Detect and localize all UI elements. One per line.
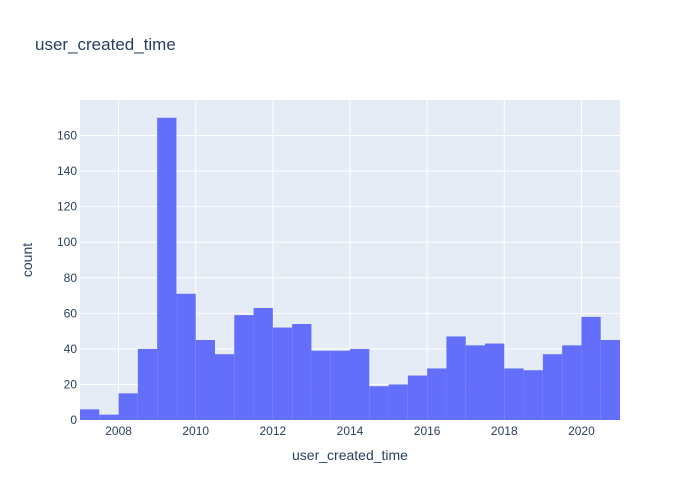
histogram-bar xyxy=(562,345,582,420)
histogram-bar xyxy=(195,340,215,420)
y-tick-label: 60 xyxy=(64,306,78,320)
y-tick-label: 100 xyxy=(57,235,77,249)
histogram-bar xyxy=(272,327,293,420)
x-tick-label: 2010 xyxy=(182,424,209,438)
y-tick-label: 140 xyxy=(57,164,77,178)
y-tick-label: 80 xyxy=(64,271,78,285)
histogram-bar xyxy=(427,368,447,420)
histogram-bar xyxy=(137,348,158,420)
histogram-bar xyxy=(369,386,389,420)
bars xyxy=(80,117,620,421)
histogram-bar xyxy=(215,354,235,420)
x-tick-label: 2014 xyxy=(337,424,364,438)
histogram-bar xyxy=(407,375,428,420)
y-tick-label: 160 xyxy=(57,129,77,143)
y-axis-ticks: 0 20 40 60 80 100 120 140 160 xyxy=(57,129,77,427)
chart-title: user_created_time xyxy=(35,35,176,54)
histogram-bar xyxy=(176,293,196,420)
histogram-bar xyxy=(234,315,254,420)
histogram-bar xyxy=(388,384,408,420)
x-tick-label: 2020 xyxy=(568,424,595,438)
y-tick-label: 40 xyxy=(64,342,78,356)
x-tick-label: 2008 xyxy=(105,424,132,438)
x-tick-label: 2018 xyxy=(491,424,518,438)
histogram-bar xyxy=(157,117,177,421)
histogram-bar xyxy=(523,370,543,420)
histogram-bar xyxy=(446,336,466,420)
histogram-bar xyxy=(99,414,119,420)
histogram-bar xyxy=(581,316,601,420)
histogram-bar xyxy=(253,308,273,420)
histogram-bar xyxy=(542,354,563,420)
y-tick-label: 20 xyxy=(64,377,78,391)
y-tick-label: 120 xyxy=(57,200,77,214)
histogram-bar xyxy=(292,324,312,420)
x-axis-ticks: 2008 2010 2012 2014 2016 2018 2020 xyxy=(105,424,595,438)
y-axis-title: count xyxy=(19,243,35,277)
histogram-bar xyxy=(465,345,485,420)
histogram-bar xyxy=(118,393,138,420)
histogram-bar xyxy=(485,343,505,420)
histogram-bar xyxy=(350,348,370,420)
y-tick-label: 0 xyxy=(70,413,77,427)
histogram-bar xyxy=(311,350,331,420)
x-tick-label: 2016 xyxy=(414,424,441,438)
x-tick-label: 2012 xyxy=(260,424,287,438)
histogram-bar xyxy=(330,350,350,420)
x-axis-title: user_created_time xyxy=(292,447,408,463)
histogram-bar xyxy=(600,340,620,420)
histogram-bar xyxy=(80,409,100,420)
histogram-bar xyxy=(504,368,524,420)
